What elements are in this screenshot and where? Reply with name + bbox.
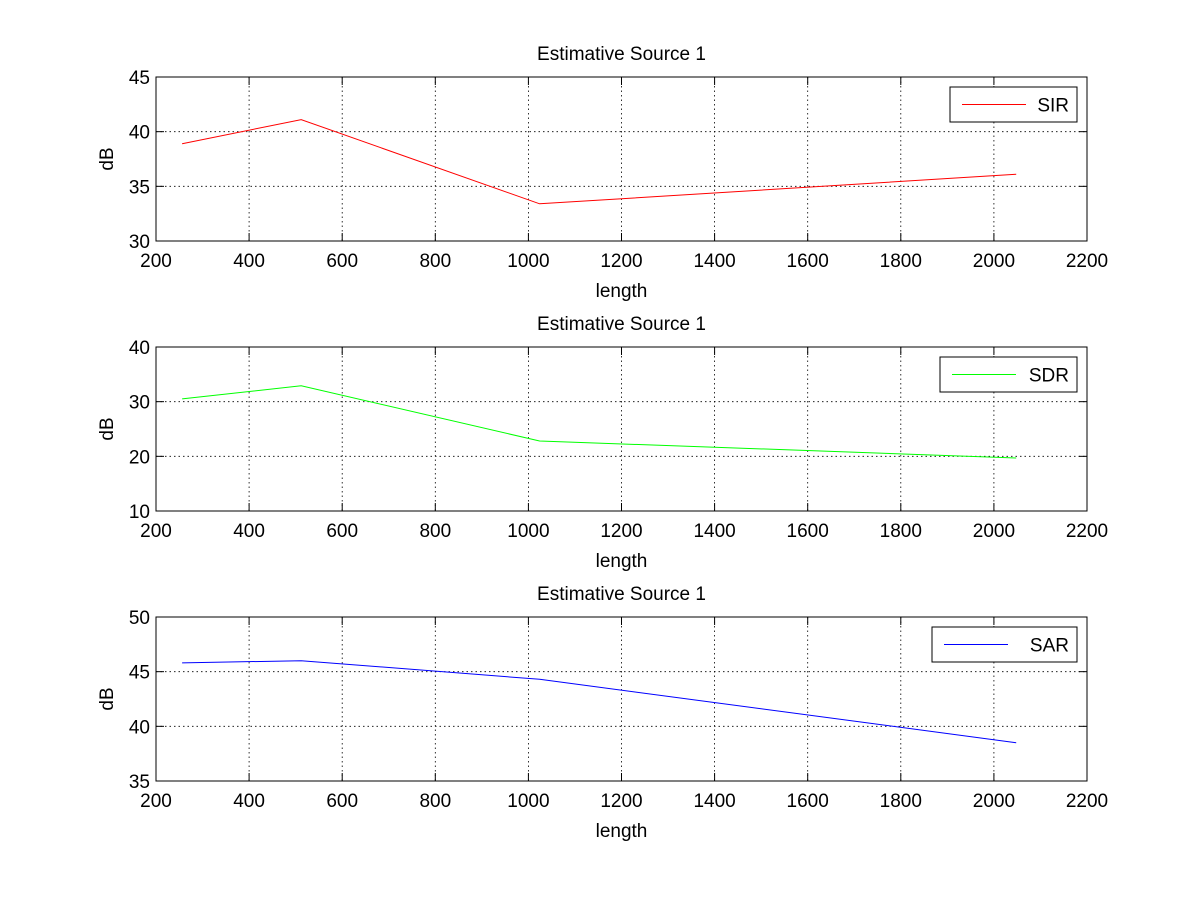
x-tick-label: 600	[326, 521, 358, 542]
x-tick-label: 1400	[693, 521, 735, 542]
x-tick-label: 1000	[507, 791, 549, 812]
x-tick-label: 1400	[693, 791, 735, 812]
x-tick-label: 1800	[880, 521, 922, 542]
x-tick-label: 400	[233, 251, 265, 272]
legend-label: SAR	[1030, 636, 1069, 657]
y-tick-label: 45	[129, 68, 150, 89]
x-tick-label: 200	[140, 521, 172, 542]
legend-label: SDR	[1029, 366, 1069, 387]
y-axis-label: dB	[97, 417, 118, 440]
x-axis-label: length	[596, 821, 648, 842]
x-tick-label: 1600	[787, 251, 829, 272]
subplot-1: 200 400 600 800 1000 1200 1400 1600 1800 2000 2200…	[97, 44, 1108, 302]
y-tick-label: 45	[129, 663, 150, 684]
x-tick-label: 2200	[1066, 521, 1108, 542]
chart-title: Estimative Source 1	[537, 584, 706, 605]
chart-title: Estimative Source 1	[537, 314, 706, 335]
subplot-2: 200 400 600 800 1000 1200 1400 1600 1800 2000 2200…	[97, 314, 1108, 572]
x-tick-label: 800	[419, 521, 451, 542]
x-tick-label: 2000	[973, 251, 1015, 272]
x-tick-label: 2200	[1066, 251, 1108, 272]
y-tick-label: 35	[129, 772, 150, 793]
y-tick-label: 20	[129, 447, 150, 468]
x-tick-label: 1200	[600, 251, 642, 272]
y-axis-label: dB	[97, 687, 118, 710]
y-tick-label: 30	[129, 232, 150, 253]
x-tick-label: 800	[419, 791, 451, 812]
y-tick-label: 40	[129, 717, 150, 738]
x-tick-label: 1600	[787, 791, 829, 812]
y-tick-label: 30	[129, 393, 150, 414]
series-line-sar	[182, 660, 1017, 744]
x-axis-label: length	[596, 551, 648, 572]
series-line-sir	[182, 119, 1017, 205]
x-tick-label: 1000	[507, 251, 549, 272]
subplot-3: 200 400 600 800 1000 1200 1400 1600 1800 2000 2200…	[97, 584, 1108, 842]
x-axis-label: length	[596, 281, 648, 302]
axes-box	[155, 346, 1088, 512]
x-tick-label: 1400	[693, 251, 735, 272]
x-tick-label: 200	[140, 251, 172, 272]
x-tick-label: 800	[419, 251, 451, 272]
x-tick-label: 1800	[880, 251, 922, 272]
x-tick-label: 400	[233, 521, 265, 542]
legend: SAR	[931, 626, 1078, 663]
y-tick-label: 40	[129, 123, 150, 144]
y-tick-label: 40	[129, 338, 150, 359]
x-tick-label: 400	[233, 791, 265, 812]
axes-box	[155, 616, 1088, 782]
x-tick-label: 600	[326, 251, 358, 272]
x-tick-label: 1200	[600, 791, 642, 812]
legend-label: SIR	[1037, 96, 1069, 117]
x-tick-label: 1800	[880, 791, 922, 812]
x-tick-label: 2200	[1066, 791, 1108, 812]
x-tick-label: 2000	[973, 791, 1015, 812]
y-tick-label: 35	[129, 177, 150, 198]
series-line-sdr	[182, 385, 1017, 459]
legend: SIR	[949, 86, 1078, 123]
x-tick-label: 1600	[787, 521, 829, 542]
y-tick-label: 50	[129, 608, 150, 629]
chart-title: Estimative Source 1	[537, 44, 706, 65]
axes-box	[155, 76, 1088, 242]
x-tick-label: 200	[140, 791, 172, 812]
x-tick-label: 600	[326, 791, 358, 812]
y-axis-label: dB	[97, 147, 118, 170]
legend: SDR	[939, 356, 1078, 393]
x-tick-label: 1000	[507, 521, 549, 542]
x-tick-label: 2000	[973, 521, 1015, 542]
y-tick-label: 10	[129, 502, 150, 523]
x-tick-label: 1200	[600, 521, 642, 542]
